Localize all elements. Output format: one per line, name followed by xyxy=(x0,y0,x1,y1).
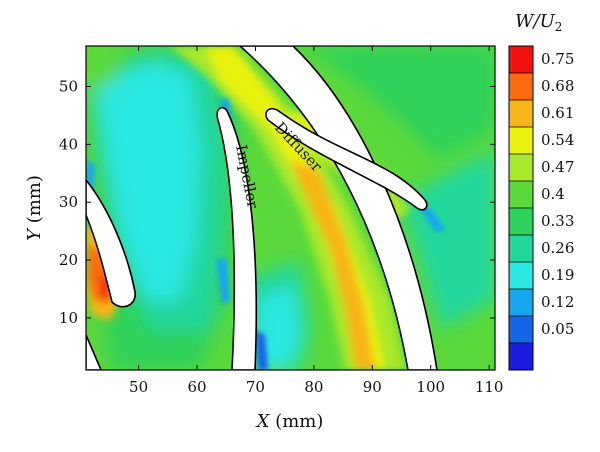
colorbar-swatch xyxy=(509,208,533,236)
colorbar-swatch xyxy=(509,127,533,155)
y-tick-label: 40 xyxy=(59,135,78,153)
diffuser-vane-upper xyxy=(265,107,428,211)
colorbar-swatch xyxy=(509,343,533,371)
colorbar-label: 0.33 xyxy=(541,212,574,230)
x-tick-label: 60 xyxy=(187,378,206,396)
colorbar-swatch xyxy=(509,154,533,182)
x-axis-ticks: 50 60 70 80 90 100 110 xyxy=(129,46,503,396)
colorbar-swatch xyxy=(509,235,533,263)
colorbar-swatch xyxy=(509,262,533,290)
x-tick-label: 100 xyxy=(416,378,445,396)
x-axis-label: X (mm) xyxy=(255,411,324,432)
colorbar-label: 0.61 xyxy=(541,104,574,122)
impeller-blade-left xyxy=(86,178,136,308)
impeller-blade-left-lower xyxy=(86,334,102,370)
y-axis-ticks: 10 20 30 40 50 xyxy=(59,78,495,327)
x-tick-label: 70 xyxy=(246,378,265,396)
y-tick-label: 30 xyxy=(59,193,78,211)
plot-frame xyxy=(85,45,496,371)
colorbar-swatch xyxy=(509,316,533,344)
contour-field: Impeller Diffuser xyxy=(86,46,495,370)
colorbar-label: 0.4 xyxy=(541,185,565,203)
x-tick-label: 50 xyxy=(129,378,148,396)
colorbar-swatch xyxy=(509,289,533,317)
y-axis-label: Y (mm) xyxy=(24,175,45,241)
colorbar-label: 0.12 xyxy=(541,293,574,311)
colorbar-swatch xyxy=(509,100,533,128)
x-tick-label: 90 xyxy=(363,378,382,396)
x-tick-label: 110 xyxy=(475,378,504,396)
impeller-blade-middle xyxy=(216,106,258,370)
y-tick-label: 50 xyxy=(59,78,78,96)
colorbar-swatch xyxy=(509,46,533,74)
x-tick-label: 80 xyxy=(304,378,323,396)
y-tick-label: 10 xyxy=(59,309,78,327)
colorbar-swatch xyxy=(509,73,533,101)
colorbar: 0.75 0.68 0.61 0.54 0.47 0.4 0.33 0.26 0.19 0.12 0… xyxy=(508,45,574,371)
colorbar-label: 0.68 xyxy=(541,77,574,95)
colorbar-title: W/U2 xyxy=(515,11,562,34)
colorbar-label: 0.47 xyxy=(541,158,574,176)
colorbar-label: 0.05 xyxy=(541,320,574,338)
colorbar-label: 0.19 xyxy=(541,266,574,284)
colorbar-label: 0.54 xyxy=(541,131,574,149)
colorbar-label: 0.75 xyxy=(541,50,574,68)
colorbar-label: 0.26 xyxy=(541,239,574,257)
y-tick-label: 20 xyxy=(59,251,78,269)
colorbar-swatch xyxy=(509,181,533,209)
